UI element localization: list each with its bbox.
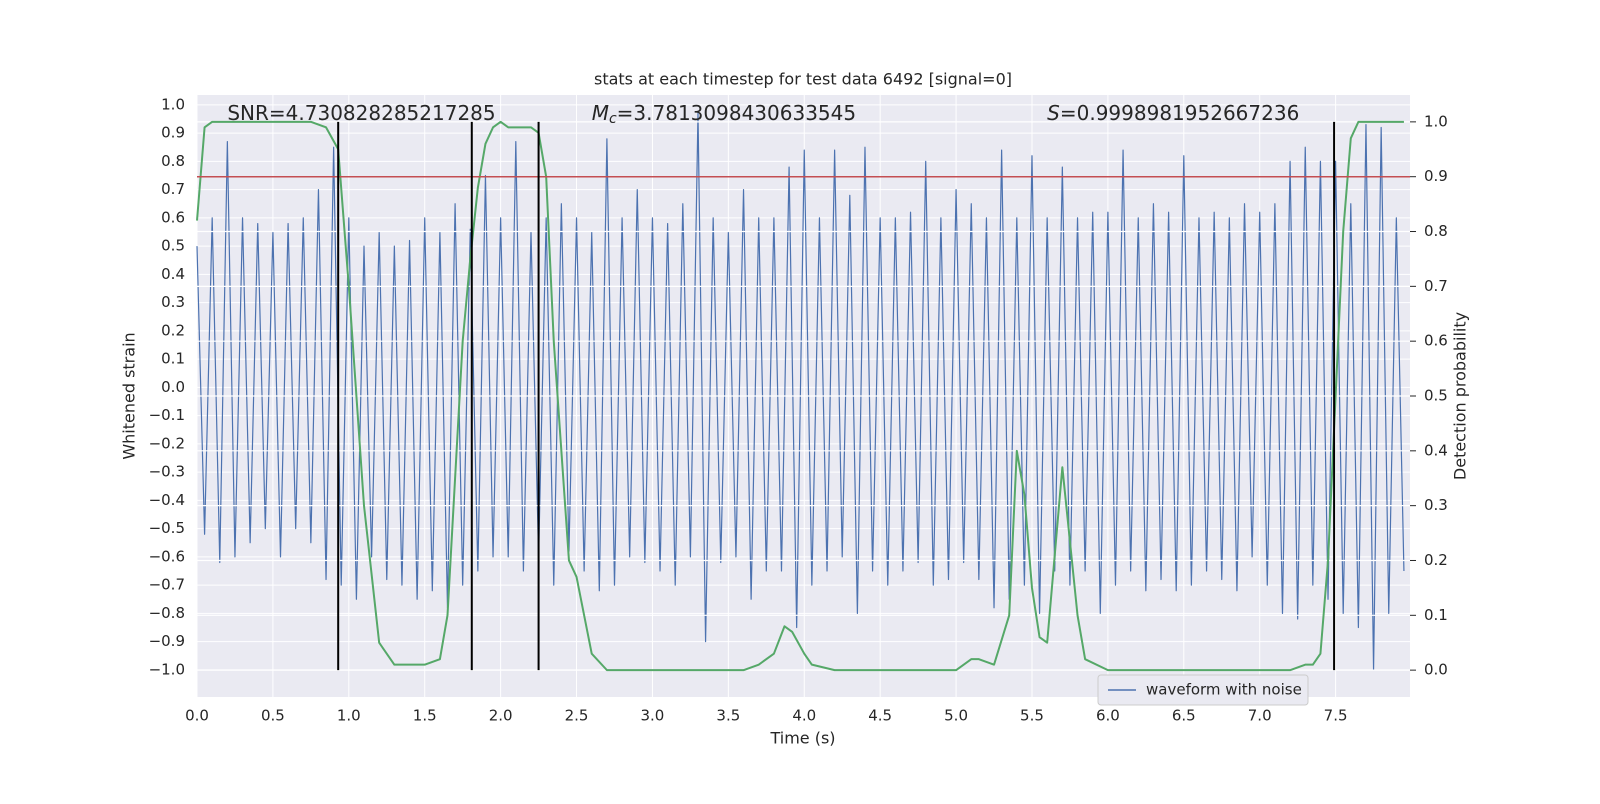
y-tick-label: −1.0: [149, 660, 185, 678]
x-tick-label: 7.0: [1248, 707, 1272, 725]
y-tick-label: 1.0: [161, 95, 185, 113]
y-axis-label: Whitened strain: [120, 332, 139, 459]
annotation-text: SNR=4.730828285217285: [227, 101, 495, 125]
y2-tick-label: 0.6: [1424, 332, 1448, 350]
y-tick-label: 0.1: [161, 350, 185, 368]
x-tick-label: 4.0: [792, 707, 816, 725]
y-tick-label: 0.9: [161, 124, 185, 142]
y-tick-label: −0.2: [149, 434, 185, 452]
y-tick-label: −0.7: [149, 576, 185, 594]
y2-tick-label: 0.0: [1424, 661, 1448, 679]
annotation-subscript: c: [609, 111, 617, 127]
legend-label: waveform with noise: [1146, 681, 1302, 699]
x-tick-label: 0.5: [261, 707, 285, 725]
y2-tick-label: 0.2: [1424, 551, 1448, 569]
y-tick-label: −0.6: [149, 547, 185, 565]
chart-title: stats at each timestep for test data 649…: [594, 70, 1012, 89]
y-tick-label: 0.7: [161, 180, 185, 198]
y2-tick-label: 0.7: [1424, 277, 1448, 295]
data-line: [196, 120, 1404, 672]
annotation-text: =0.9998981952667236: [1060, 101, 1299, 125]
annotation: SNR=4.730828285217285: [227, 101, 495, 125]
y-tick-label: 0.8: [161, 152, 185, 170]
y-tick-label: −0.5: [149, 519, 185, 537]
x-tick-label: 2.5: [565, 707, 589, 725]
x-tick-label: 5.5: [1020, 707, 1044, 725]
y-tick-label: −0.3: [149, 463, 185, 481]
x-tick-label: 4.5: [868, 707, 892, 725]
x-tick-label: 6.0: [1096, 707, 1120, 725]
y-tick-label: −0.8: [149, 604, 185, 622]
y-tick-label: −0.9: [149, 632, 185, 650]
x-tick-label: 3.5: [716, 707, 740, 725]
y2-tick-label: 0.8: [1424, 222, 1448, 240]
x-tick-label: 5.0: [944, 707, 968, 725]
y-tick-label: 0.5: [161, 237, 185, 255]
annotation-symbol: M: [592, 101, 609, 125]
y-tick-label: 0.4: [161, 265, 185, 283]
annotation-symbol: S: [1047, 101, 1060, 125]
y2-tick-label: 0.5: [1424, 387, 1448, 405]
y2-tick-label: 0.1: [1424, 606, 1448, 624]
x-tick-label: 2.0: [489, 707, 513, 725]
y2-tick-label: 0.3: [1424, 496, 1448, 514]
y2-axis-label: Detection probability: [1451, 312, 1470, 480]
x-tick-label: 7.5: [1324, 707, 1348, 725]
y-tick-label: 0.2: [161, 321, 185, 339]
y-tick-label: 0.0: [161, 378, 185, 396]
y-tick-label: 0.6: [161, 208, 185, 226]
x-axis-label: Time (s): [769, 729, 835, 748]
x-tick-label: 3.0: [641, 707, 665, 725]
annotation: S=0.9998981952667236: [1047, 101, 1299, 125]
y2-tick-label: 0.9: [1424, 167, 1448, 185]
annotation-text: =3.7813098430633545: [617, 101, 856, 125]
x-tick-label: 0.0: [185, 707, 209, 725]
y2-tick-label: 1.0: [1424, 112, 1448, 130]
legend-box: [1097, 674, 1309, 706]
annotation: Mc=3.7813098430633545: [592, 101, 856, 128]
x-tick-label: 1.0: [337, 707, 361, 725]
x-tick-label: 1.5: [413, 707, 437, 725]
x-tick-label: 6.5: [1172, 707, 1196, 725]
y-tick-label: 0.3: [161, 293, 185, 311]
y-tick-label: −0.4: [149, 491, 185, 509]
data-line: [196, 112, 1405, 671]
y2-tick-label: 0.4: [1424, 441, 1448, 459]
y-tick-label: −0.1: [149, 406, 185, 424]
